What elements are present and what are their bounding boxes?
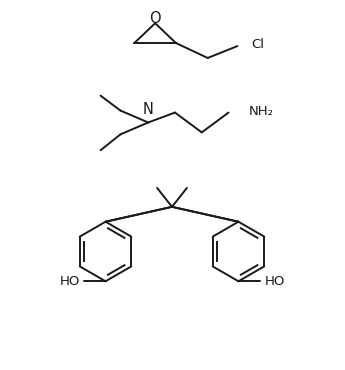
Text: NH₂: NH₂ [248, 105, 273, 118]
Text: HO: HO [59, 275, 80, 288]
Text: Cl: Cl [252, 38, 264, 51]
Text: O: O [149, 11, 161, 26]
Text: N: N [143, 101, 154, 117]
Text: HO: HO [264, 275, 285, 288]
